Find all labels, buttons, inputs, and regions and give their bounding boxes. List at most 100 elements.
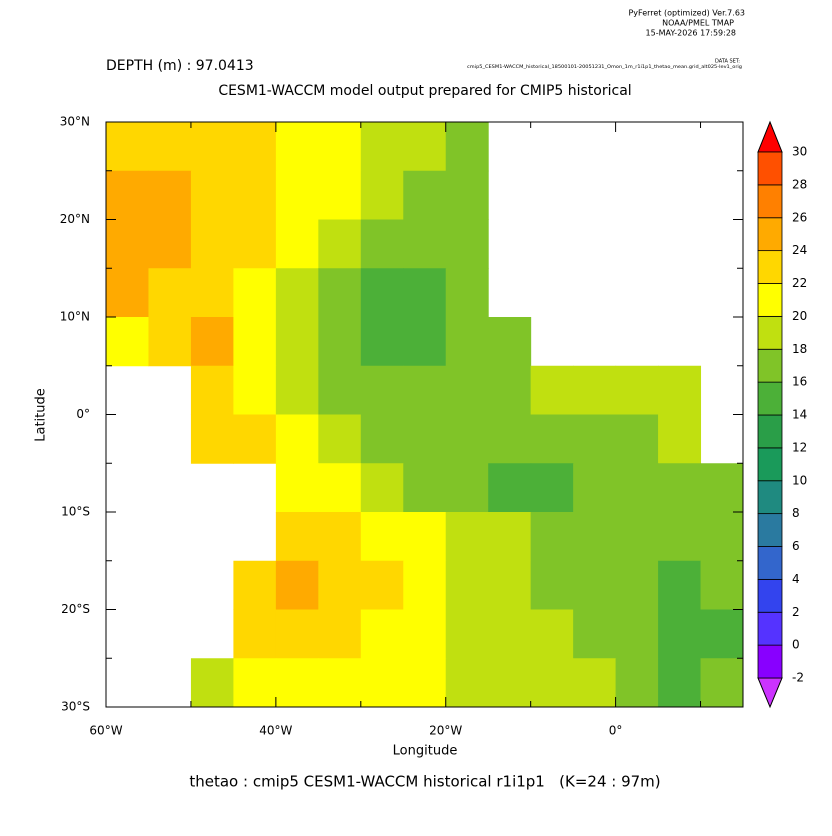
field-cell xyxy=(445,268,489,318)
x-tick-label: 0° xyxy=(609,724,623,738)
field-cell xyxy=(700,463,744,513)
field-cell xyxy=(190,317,234,367)
field-cell xyxy=(318,170,362,220)
field-cell xyxy=(275,463,319,513)
field-cell xyxy=(445,122,489,172)
field-cell xyxy=(360,122,404,172)
field-cell xyxy=(148,268,192,318)
x-tick-label: 20°W xyxy=(429,724,462,738)
field-cell xyxy=(445,463,489,513)
field-cell xyxy=(700,658,744,708)
field-cell xyxy=(318,560,362,610)
field-cell xyxy=(148,170,192,220)
field-cell xyxy=(233,317,277,367)
colorbar-label: 26 xyxy=(792,210,807,224)
field-cell xyxy=(573,658,617,708)
colorbar-label: 8 xyxy=(792,506,800,520)
field-cell xyxy=(530,609,574,659)
field-cell xyxy=(233,560,277,610)
field-cell xyxy=(445,365,489,415)
field-cell xyxy=(233,414,277,464)
field-cell xyxy=(658,512,702,562)
colorbar-label: 28 xyxy=(792,177,807,191)
field-cell xyxy=(445,560,489,610)
field-cell xyxy=(658,658,702,708)
field-cell xyxy=(318,609,362,659)
field-cell xyxy=(573,609,617,659)
field-cell xyxy=(148,122,192,172)
colorbar-label: 10 xyxy=(792,473,807,487)
y-tick-label: 0° xyxy=(76,407,90,421)
field-cell xyxy=(318,463,362,513)
field-cell xyxy=(445,170,489,220)
colorbar-band xyxy=(757,611,783,646)
field-cell xyxy=(530,512,574,562)
header-line: NOAA/PMEL TMAP xyxy=(662,19,734,28)
field-cell xyxy=(530,560,574,610)
y-tick-label: 10°N xyxy=(60,310,90,324)
field-cell xyxy=(190,219,234,269)
colorbar-label: 22 xyxy=(792,276,807,290)
field-cell xyxy=(275,219,319,269)
field-cell xyxy=(318,317,362,367)
field-cell xyxy=(360,463,404,513)
field-cell xyxy=(403,609,447,659)
field-cell xyxy=(190,122,234,172)
field-cell xyxy=(360,560,404,610)
colorbar-label: 2 xyxy=(792,605,800,619)
colorbar-band xyxy=(757,217,783,252)
y-axis-label: Latitude xyxy=(34,388,49,442)
field-cell xyxy=(488,560,532,610)
field-cell xyxy=(190,268,234,318)
colorbar-band xyxy=(757,348,783,383)
field-cell xyxy=(573,365,617,415)
field-cell xyxy=(573,463,617,513)
field-cell xyxy=(403,268,447,318)
field-cell xyxy=(360,170,404,220)
x-axis-label: Longitude xyxy=(393,744,458,759)
field-cell xyxy=(658,609,702,659)
field-cell xyxy=(700,512,744,562)
field-cell xyxy=(530,414,574,464)
field-cell xyxy=(403,219,447,269)
field-cell xyxy=(573,512,617,562)
field-cell xyxy=(445,414,489,464)
field-cell xyxy=(658,463,702,513)
field-cell xyxy=(615,512,659,562)
field-cell xyxy=(318,365,362,415)
header-line: PyFerret (optimized) Ver.7.63 xyxy=(628,9,745,18)
field-cell xyxy=(275,122,319,172)
field-cell xyxy=(658,365,702,415)
field-cell xyxy=(360,268,404,318)
colorbar-band xyxy=(757,578,783,613)
field-cell xyxy=(615,365,659,415)
colorbar-band xyxy=(757,381,783,416)
field-cell xyxy=(488,609,532,659)
field-cell xyxy=(488,414,532,464)
field-cell xyxy=(275,268,319,318)
colorbar-band xyxy=(757,250,783,284)
colorbar-band xyxy=(757,184,783,219)
field-cell xyxy=(233,365,277,415)
field-cell xyxy=(700,609,744,659)
field-cell xyxy=(360,512,404,562)
field-cell xyxy=(445,512,489,562)
field-cell xyxy=(233,170,277,220)
field-cell xyxy=(318,414,362,464)
field-cell xyxy=(148,317,192,367)
field-cell xyxy=(615,414,659,464)
field-cell xyxy=(360,609,404,659)
field-cell xyxy=(615,658,659,708)
field-cell xyxy=(275,414,319,464)
colorbar-band xyxy=(757,644,783,679)
field-cell xyxy=(233,219,277,269)
field-cell xyxy=(360,365,404,415)
field-cell xyxy=(190,414,234,464)
colorbar-band xyxy=(757,315,783,350)
field-cell xyxy=(488,512,532,562)
field-cell xyxy=(106,268,149,318)
field-cell xyxy=(190,658,234,708)
colorbar-label: 12 xyxy=(792,440,807,454)
field-cell xyxy=(148,219,192,269)
